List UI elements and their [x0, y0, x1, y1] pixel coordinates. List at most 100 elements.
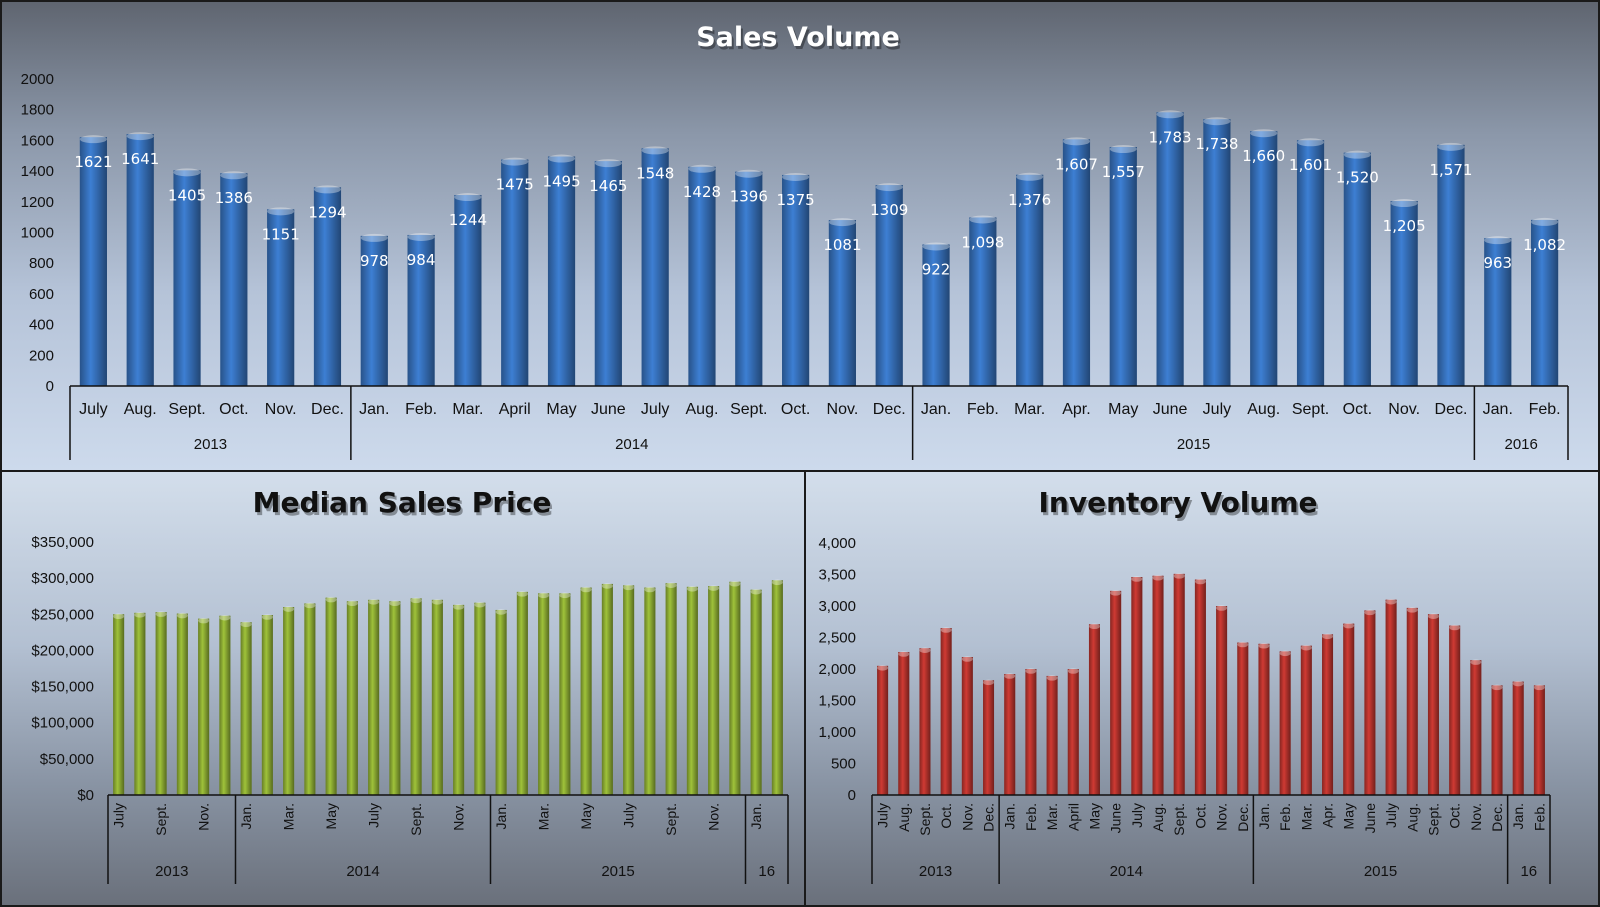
data-label: 1,205: [1383, 217, 1426, 235]
x-tick-label: Nov.: [1214, 803, 1230, 831]
y-tick-label: 400: [29, 317, 54, 334]
y-tick-label: $300,000: [31, 570, 94, 587]
bar-shading: [538, 593, 550, 795]
x-tick-label: July: [111, 803, 127, 828]
data-label: 1081: [823, 236, 861, 254]
data-label: 1621: [74, 153, 112, 171]
data-label: 984: [407, 251, 436, 269]
x-tick-label: Nov.: [827, 401, 859, 418]
bar-cap: [516, 591, 528, 597]
bar-shading: [1004, 674, 1016, 795]
x-tick-label: Jan.: [238, 803, 254, 829]
bar-cap: [1088, 623, 1100, 630]
bar-shading: [688, 166, 716, 386]
bar-shading: [877, 665, 889, 795]
bar-shading: [1512, 681, 1524, 795]
bar-shading: [708, 586, 720, 795]
data-label: 922: [922, 260, 951, 278]
bar-cap: [961, 656, 973, 662]
bar-cap: [750, 588, 762, 595]
bar-shading: [828, 220, 856, 386]
bar-shading: [875, 185, 903, 386]
x-tick-label: Nov.: [451, 803, 467, 831]
x-tick-label: Sept.: [1425, 803, 1441, 836]
x-tick-label: Apr.: [1320, 803, 1336, 828]
bar-shading: [1203, 119, 1231, 386]
x-tick-label: Mar.: [1044, 803, 1060, 830]
x-tick-label: Feb.: [1023, 803, 1039, 831]
x-tick-label: Mar.: [536, 803, 552, 830]
x-tick-label: Mar.: [1298, 803, 1314, 830]
bar-shading: [220, 173, 248, 386]
bar-shading: [79, 137, 107, 386]
bar-cap: [126, 132, 154, 141]
x-tick-label: Mar.: [452, 401, 483, 418]
x-tick-label: July: [366, 803, 382, 828]
bar-cap: [267, 207, 295, 216]
bar-cap: [1533, 684, 1545, 691]
data-label: 1,376: [1008, 191, 1051, 209]
year-group-label: 2014: [1110, 863, 1143, 880]
year-group-label: 2014: [615, 436, 648, 453]
bar-shading: [1300, 645, 1312, 795]
bar-cap: [474, 601, 486, 608]
year-group-label: 2016: [1505, 436, 1538, 453]
bar-cap: [1300, 644, 1312, 651]
data-label: 1475: [496, 176, 534, 194]
x-tick-label: Aug.: [1150, 803, 1166, 832]
x-tick-label: Jan.: [359, 401, 389, 418]
median-sales-price-panel: Median Sales Price Median Sales Price $0 $5…: [0, 470, 806, 907]
bar-shading: [1258, 643, 1270, 795]
y-tick-label: 800: [29, 255, 54, 272]
x-tick-label: Nov.: [265, 401, 297, 418]
y-tick-label: 2000: [21, 71, 54, 88]
bar-shading: [453, 604, 465, 795]
bar-shading: [267, 209, 295, 386]
bar-shading: [176, 613, 188, 795]
x-tick-label: Sept.: [408, 803, 424, 836]
bar-cap: [559, 592, 571, 599]
year-group-label: 2015: [1364, 863, 1397, 880]
bar-cap: [940, 627, 952, 633]
data-label: 1,601: [1289, 156, 1332, 174]
y-tick-label: 1000: [21, 225, 54, 242]
data-label: 1,607: [1055, 155, 1098, 173]
bar-shading: [1279, 651, 1291, 795]
x-tick-label: May: [578, 803, 594, 829]
data-label: 1396: [730, 188, 768, 206]
year-group-label: 2013: [194, 436, 227, 453]
y-tick-label: $0: [77, 787, 94, 804]
bar-shading: [1406, 607, 1418, 795]
bar-cap: [1531, 217, 1559, 226]
bar-cap: [1216, 605, 1228, 611]
bar-cap: [304, 602, 316, 609]
bar-cap: [368, 599, 380, 605]
bar-cap: [1156, 110, 1184, 119]
x-tick-label: Dec.: [1435, 401, 1468, 418]
data-label: 1309: [870, 201, 908, 219]
x-tick-label: April: [499, 401, 531, 418]
x-tick-label: Mar.: [281, 803, 297, 830]
bar-shading: [729, 581, 741, 795]
data-label: 1294: [308, 203, 346, 221]
bar-shading: [1343, 623, 1355, 795]
y-tick-label: 4,000: [818, 535, 856, 552]
x-tick-label: Nov.: [1388, 401, 1420, 418]
bar-cap: [1004, 673, 1016, 679]
bar-cap: [176, 612, 188, 619]
x-tick-label: Jan.: [748, 803, 764, 829]
bar-shading: [750, 589, 762, 795]
bar-shading: [1491, 685, 1503, 795]
bar-shading: [1390, 201, 1418, 386]
data-label: 1,738: [1195, 135, 1238, 153]
bar-shading: [313, 187, 342, 386]
bar-shading: [1364, 610, 1376, 795]
bar-shading: [969, 217, 997, 386]
y-tick-label: $350,000: [31, 534, 94, 551]
y-tick-label: 0: [46, 378, 54, 395]
bar-shading: [431, 599, 443, 795]
bar-shading: [1343, 152, 1371, 386]
x-tick-label: Sept.: [663, 803, 679, 836]
year-group-label: 2015: [1177, 436, 1210, 453]
